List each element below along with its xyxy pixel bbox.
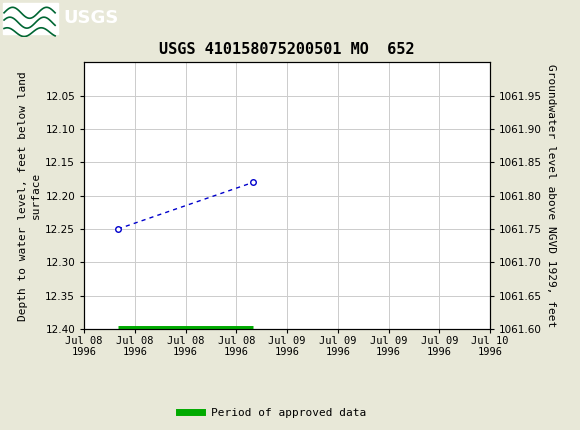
- Bar: [3, 3, 58, 34]
- Y-axis label: Depth to water level, feet below land
surface: Depth to water level, feet below land su…: [18, 71, 41, 320]
- Y-axis label: Groundwater level above NGVD 1929, feet: Groundwater level above NGVD 1929, feet: [546, 64, 556, 327]
- Title: USGS 410158075200501 MO  652: USGS 410158075200501 MO 652: [160, 42, 415, 57]
- Legend: Period of approved data: Period of approved data: [175, 403, 370, 422]
- Text: USGS: USGS: [64, 9, 119, 27]
